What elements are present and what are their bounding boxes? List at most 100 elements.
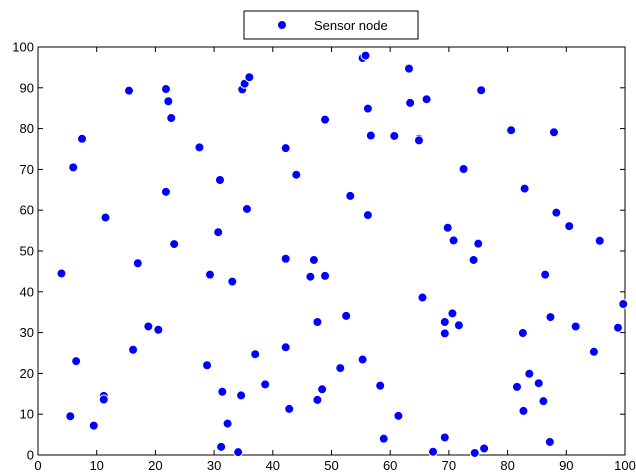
x-tick-label: 50 [324, 458, 338, 473]
sensor-node-point [160, 84, 171, 95]
sensor-node-point [280, 342, 291, 353]
axis-ticks [37, 46, 626, 456]
sensor-node-point [447, 308, 458, 319]
sensor-node-point [236, 390, 247, 401]
sensor-node-point [540, 269, 551, 280]
sensor-node-point [439, 316, 450, 327]
sensor-node-point [360, 50, 371, 61]
sensor-node-point [473, 238, 484, 249]
sensor-node-point [320, 270, 331, 281]
sensor-node-point [362, 103, 373, 114]
sensor-node-point [204, 269, 215, 280]
sensor-node-point [163, 96, 174, 107]
sensor-node-point [468, 254, 479, 265]
sensor-node-point [284, 403, 295, 414]
sensor-node-point [570, 321, 581, 332]
sensor-node-point [341, 310, 352, 321]
x-tick-label: 30 [207, 458, 221, 473]
sensor-node-point [548, 127, 559, 138]
sensor-node-point [312, 394, 323, 405]
sensor-node-point [506, 125, 517, 136]
sensor-node-point [312, 316, 323, 327]
plot-area [37, 46, 626, 456]
sensor-node-point [393, 410, 404, 421]
sensor-node-point [345, 190, 356, 201]
legend-box [243, 10, 419, 40]
sensor-node-point [533, 378, 544, 389]
sensor-node-point [421, 94, 432, 105]
x-tick-label: 70 [442, 458, 456, 473]
sensor-node-point [291, 169, 302, 180]
sensor-node-point [194, 142, 205, 153]
sensor-node-point [538, 396, 549, 407]
x-tick-label: 90 [559, 458, 573, 473]
y-tick-label: 50 [20, 244, 34, 259]
x-tick-label: 20 [148, 458, 162, 473]
sensor-node-point [551, 207, 562, 218]
sensor-node-point [100, 212, 111, 223]
sensor-node-point [56, 268, 67, 279]
sensor-node-point [517, 328, 528, 339]
sensor-node-point [588, 346, 599, 357]
sensor-node-point [375, 380, 386, 391]
x-tick-label: 10 [89, 458, 103, 473]
sensor-node-point [71, 356, 82, 367]
data-points [56, 50, 629, 458]
sensor-node-point [564, 221, 575, 232]
sensor-node-point [479, 443, 490, 454]
sensor-node-point [453, 320, 464, 331]
y-tick-label: 20 [20, 366, 34, 381]
y-tick-label: 0 [27, 448, 34, 463]
y-tick-label: 80 [20, 121, 34, 136]
sensor-node-point [216, 441, 227, 452]
sensor-node-point [594, 235, 605, 246]
y-tick-label: 70 [20, 162, 34, 177]
sensor-node-point [88, 420, 99, 431]
sensor-node-point [545, 312, 556, 323]
y-tick-label: 40 [20, 284, 34, 299]
sensor-node-point [250, 349, 261, 360]
sensor-node-point [280, 143, 291, 154]
sensor-node-point [335, 363, 346, 374]
sensor-node-point [518, 405, 529, 416]
x-tick-label: 100 [614, 458, 636, 473]
sensor-node-point [98, 394, 109, 405]
y-tick-label: 100 [12, 40, 34, 55]
sensor-node-point [280, 253, 291, 264]
sensor-node-point [405, 97, 416, 108]
sensor-node-point [524, 368, 535, 379]
sensor-node-point [160, 186, 171, 197]
sensor-node-point [618, 299, 629, 310]
sensor-node-point [214, 175, 225, 186]
sensor-node-point [439, 328, 450, 339]
sensor-node-point [428, 446, 439, 457]
sensor-node-point [413, 135, 424, 146]
sensor-node-point [417, 292, 428, 303]
sensor-node-point [213, 227, 224, 238]
sensor-node-point [612, 322, 623, 333]
sensor-node-point [68, 162, 79, 173]
sensor-node-point [233, 447, 244, 458]
sensor-node-point [403, 63, 414, 74]
y-axis-tick-labels: 0 10 20 30 40 50 60 70 80 90 100 [12, 40, 34, 463]
sensor-node-point [320, 114, 331, 125]
sensor-node-point [357, 354, 368, 365]
sensor-node-point [305, 271, 316, 282]
sensor-node-point [362, 210, 373, 221]
y-tick-label: 10 [20, 407, 34, 422]
sensor-node-point [241, 203, 252, 214]
sensor-node-point [153, 324, 164, 335]
sensor-node-point [143, 321, 154, 332]
legend-label-sensor-node: Sensor node [314, 18, 388, 33]
sensor-node-point [128, 344, 139, 355]
sensor-node-point [365, 130, 376, 141]
x-tick-label: 40 [266, 458, 280, 473]
y-tick-label: 60 [20, 203, 34, 218]
x-tick-label: 80 [500, 458, 514, 473]
sensor-node-point [77, 133, 88, 144]
sensor-node-point [227, 276, 238, 287]
sensor-node-point [217, 386, 228, 397]
y-tick-label: 30 [20, 325, 34, 340]
sensor-node-point [308, 254, 319, 265]
